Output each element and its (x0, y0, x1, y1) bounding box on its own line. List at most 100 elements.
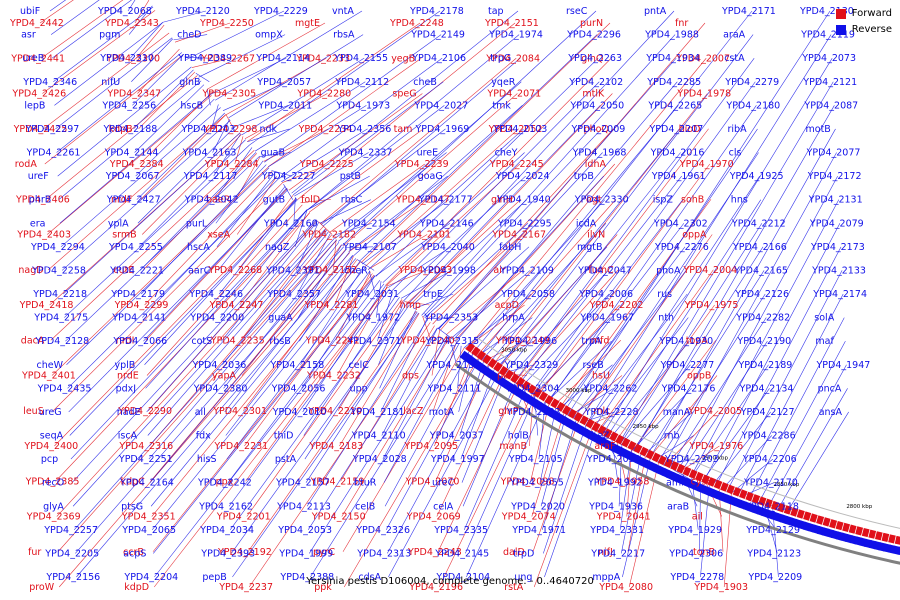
reverse-gene-label: goaG (418, 171, 443, 182)
leader-line (60, 107, 221, 248)
forward-gene-label: manB (499, 441, 527, 452)
leader-line (690, 199, 840, 478)
forward-gene-label: YPD4_2298 (203, 124, 258, 135)
reverse-gene-label: YPD4_2337 (338, 148, 393, 159)
reverse-gene-label: YPD4_2056 (271, 383, 326, 394)
leader-line (364, 128, 519, 267)
reverse-gene-label: ndk (260, 124, 278, 135)
reverse-gene-label: trpG (490, 53, 511, 64)
leader-line (434, 353, 473, 447)
leader-line (186, 10, 285, 60)
forward-gene-glyph (732, 487, 742, 497)
reverse-gene-label: hrpA (502, 313, 525, 324)
reverse-gene-label: YPD4_2181 (350, 407, 405, 418)
forward-gene-glyph (676, 463, 686, 474)
reverse-gene-label: YPD4_2066 (112, 336, 167, 347)
reverse-gene-glyph (661, 468, 671, 478)
leader-line (335, 271, 371, 341)
reverse-gene-label: YPD4_2120 (175, 6, 230, 17)
reverse-gene-label: YPD4_2087 (803, 100, 858, 111)
forward-gene-glyph (527, 384, 537, 395)
reverse-gene-label: YPD4_2130 (799, 6, 854, 17)
leader-line (214, 147, 253, 200)
leader-line (379, 310, 416, 389)
leader-line (626, 449, 632, 517)
forward-gene-glyph (790, 507, 799, 517)
leader-line (47, 95, 212, 235)
leader-line (721, 435, 773, 491)
leader-line (138, 71, 196, 129)
reverse-gene-glyph (483, 367, 494, 378)
reverse-gene-label: YPD4_2123 (746, 548, 801, 559)
forward-gene-glyph (493, 362, 503, 373)
leader-line (148, 239, 337, 460)
leader-line (321, 128, 446, 225)
reverse-gene-label: YPD4_2242 (197, 478, 252, 489)
reverse-gene-label: celC (349, 360, 370, 371)
forward-gene-glyph (682, 466, 692, 477)
leader-line (307, 327, 438, 530)
reverse-gene-label: YPD4_2055 (509, 478, 564, 489)
forward-gene-label: YPD4_2243 (407, 547, 462, 558)
forward-gene-glyph (751, 494, 761, 504)
forward-gene-glyph (465, 342, 476, 353)
leader-line (585, 34, 832, 426)
leader-line (426, 234, 523, 320)
leader-line (302, 285, 387, 413)
forward-gene-glyph (633, 443, 643, 454)
reverse-gene-label: rseC (566, 6, 588, 17)
reverse-gene-glyph (467, 356, 478, 367)
leader-line (228, 288, 391, 507)
leader-line (438, 394, 533, 588)
leader-line (143, 187, 288, 342)
leader-line (303, 294, 397, 436)
legend-reverse: Reverse (835, 24, 892, 35)
forward-gene-glyph (739, 489, 748, 500)
forward-gene-label: YPD4_2093 (397, 265, 452, 276)
genome-caption: Yersinia pestis D106004, complete genome… (306, 576, 594, 587)
leader-line (246, 299, 403, 517)
forward-gene-glyph (561, 405, 572, 416)
leader-line (153, 275, 376, 554)
leader-line (45, 75, 198, 200)
reverse-gene-label: cheB (413, 77, 437, 88)
reverse-gene-label: ureE (417, 148, 439, 159)
forward-gene-label: purL (497, 371, 519, 382)
reverse-gene-label: YPD4_2112 (334, 77, 389, 88)
leader-line (435, 364, 489, 482)
reverse-gene-label: mgtB (577, 242, 603, 253)
forward-gene-label: YPD4_2152 (302, 265, 357, 276)
reverse-gene-label: trpA (581, 336, 602, 347)
forward-gene-glyph (861, 527, 870, 538)
leader-line (620, 364, 691, 445)
leader-line (263, 128, 329, 162)
forward-gene-label: YPD4_2201 (216, 512, 271, 523)
leader-line (48, 114, 227, 270)
forward-gene-glyph (556, 401, 566, 412)
leader-line (376, 281, 382, 318)
forward-gene-label: speG (392, 89, 416, 100)
leader-line (699, 481, 701, 554)
leader-line (388, 246, 452, 288)
leader-line (139, 93, 211, 165)
leader-line (297, 22, 516, 200)
leader-line (247, 22, 421, 142)
forward-gene-label: hmp (400, 300, 421, 311)
leader-line (56, 52, 182, 153)
reverse-gene-label: YPD4_2114 (255, 53, 310, 64)
leader-line (539, 408, 557, 483)
reverse-gene-label: btuR (354, 478, 377, 489)
leader-line (268, 105, 367, 168)
reverse-gene-label: YPD4_2157 (275, 478, 330, 489)
reverse-gene-label: YPD4_2205 (44, 548, 99, 559)
forward-gene-glyph (639, 446, 649, 457)
reverse-gene-glyph (553, 411, 563, 422)
reverse-gene-label: guaB (261, 148, 285, 159)
reverse-gene-label: YPD4_2050 (569, 100, 624, 111)
leader-line (228, 34, 364, 119)
reverse-gene-label: YPD4_2077 (806, 148, 861, 159)
leader-line (43, 32, 170, 129)
reverse-gene-label: YPD4_2144 (104, 148, 159, 159)
reverse-gene-label: rbsB (269, 336, 290, 347)
reverse-gene-label: YPD4_2286 (741, 431, 796, 442)
